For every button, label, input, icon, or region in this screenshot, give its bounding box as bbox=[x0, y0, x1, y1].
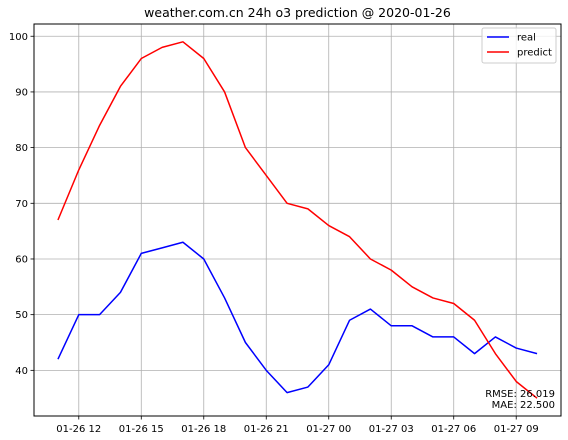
grid bbox=[34, 24, 561, 416]
mae-annotation: MAE: 22.500 bbox=[492, 400, 555, 411]
y-tick-label: 80 bbox=[15, 143, 28, 154]
axis-ticks: 01-26 12 01-26 15 01-26 18 01-26 21 01-27 00… bbox=[9, 32, 539, 435]
chart-title: weather.com.cn 24h o3 prediction @ 2020-… bbox=[144, 5, 451, 20]
plot-frame bbox=[33, 23, 562, 417]
y-tick-label: 60 bbox=[15, 254, 28, 265]
x-tick-label: 01-27 06 bbox=[431, 424, 476, 435]
x-tick-label: 01-26 21 bbox=[244, 424, 289, 435]
x-tick-label: 01-27 00 bbox=[306, 424, 351, 435]
series-line-real bbox=[57, 241, 538, 394]
legend-label-predict: predict bbox=[517, 48, 552, 59]
series-line-predict bbox=[57, 41, 538, 399]
y-tick-label: 40 bbox=[15, 366, 28, 377]
rmse-annotation: RMSE: 26.019 bbox=[485, 389, 555, 400]
y-tick-label: 70 bbox=[15, 199, 28, 210]
x-tick-label: 01-26 15 bbox=[119, 424, 164, 435]
y-tick-label: 90 bbox=[15, 87, 28, 98]
series-layer bbox=[57, 41, 538, 399]
legend-label-real: real bbox=[517, 33, 536, 44]
y-tick-label: 50 bbox=[15, 310, 28, 321]
x-tick-label: 01-26 18 bbox=[181, 424, 226, 435]
x-tick-label: 01-26 12 bbox=[56, 424, 101, 435]
legend: real predict bbox=[481, 27, 557, 64]
y-tick-label: 100 bbox=[9, 32, 28, 43]
x-tick-label: 01-27 03 bbox=[369, 424, 414, 435]
x-tick-label: 01-27 09 bbox=[494, 424, 539, 435]
